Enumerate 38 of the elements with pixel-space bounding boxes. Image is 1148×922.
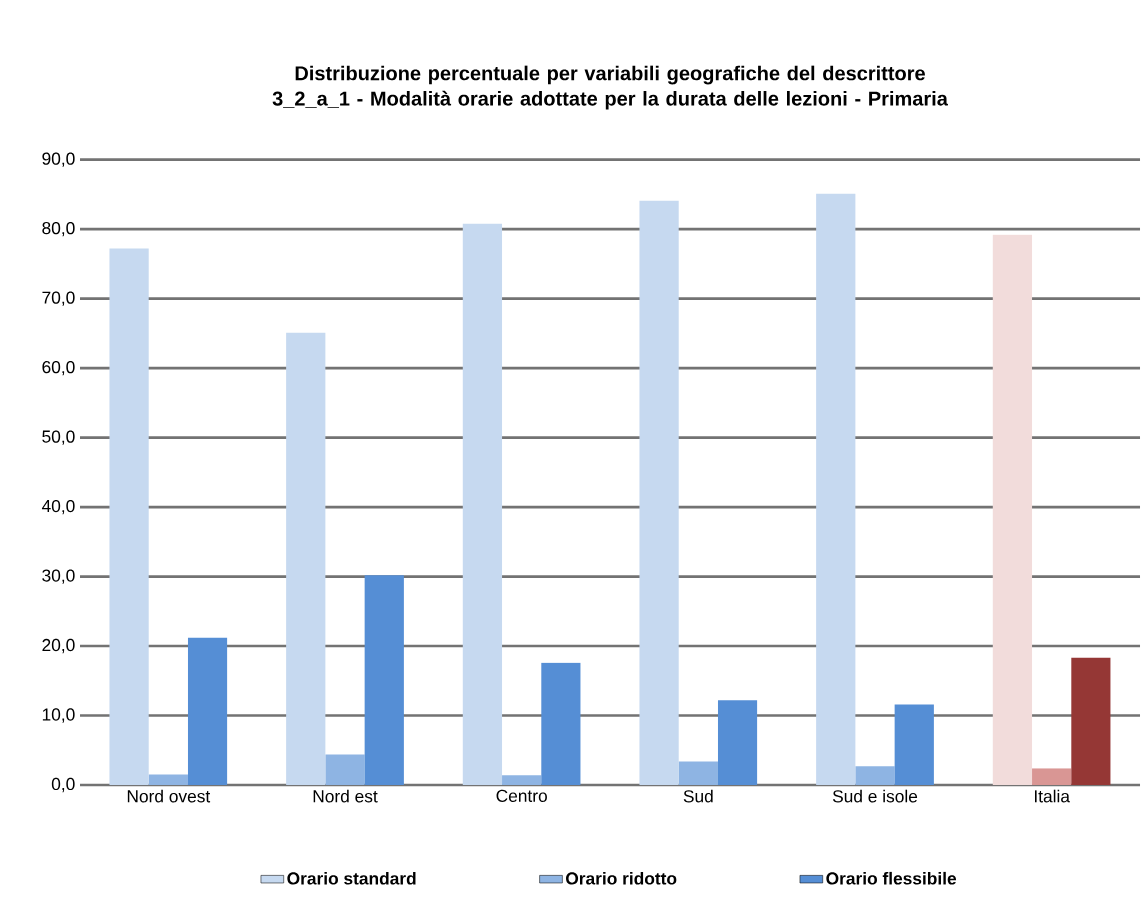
x-tick-label: Nord ovest	[127, 789, 211, 803]
x-tick-label: Nord est	[313, 789, 378, 803]
bar	[286, 332, 326, 785]
bar	[364, 575, 404, 785]
bar	[678, 761, 718, 785]
bar	[187, 637, 228, 785]
y-tick-label: 20,0	[42, 638, 75, 654]
x-tick-label: Centro	[496, 789, 547, 802]
bar	[894, 704, 934, 785]
bar	[816, 193, 856, 785]
legend-label: Orario flessibile	[826, 871, 957, 885]
legend-label: Orario ridotto	[566, 871, 677, 885]
legend-label: Orario standard	[287, 871, 416, 885]
bar	[1071, 657, 1111, 785]
y-tick-label: 90,0	[42, 152, 75, 167]
bar	[1032, 768, 1072, 785]
y-tick-label: 40,0	[41, 499, 75, 515]
bar	[992, 234, 1033, 785]
x-tick-label: Italia	[1034, 789, 1070, 803]
y-tick-label: 30,0	[42, 569, 75, 584]
bar	[541, 662, 581, 785]
bar	[502, 775, 542, 785]
bar	[462, 223, 503, 785]
x-tick-label: Sud e isole	[832, 789, 918, 803]
y-tick-label: 70,0	[42, 291, 75, 306]
bar	[855, 766, 895, 785]
y-tick-label: 60,0	[42, 360, 75, 376]
x-tick-label: Sud	[683, 789, 713, 803]
bar	[639, 200, 679, 785]
y-tick-label: 50,0	[42, 430, 75, 445]
bar	[148, 774, 188, 785]
bar	[109, 248, 149, 785]
y-tick-label: 0,0	[51, 777, 75, 793]
chart-title: Distribuzione percentuale per variabili geografiche del descrittore 3_2_a_1 - Modalità orarie adottate per la durata delle lezioni - Primaria	[272, 65, 948, 110]
bar	[717, 700, 758, 785]
y-tick-label: 80,0	[42, 221, 75, 237]
y-tick-label: 10,0	[42, 708, 75, 723]
bar	[325, 754, 365, 785]
